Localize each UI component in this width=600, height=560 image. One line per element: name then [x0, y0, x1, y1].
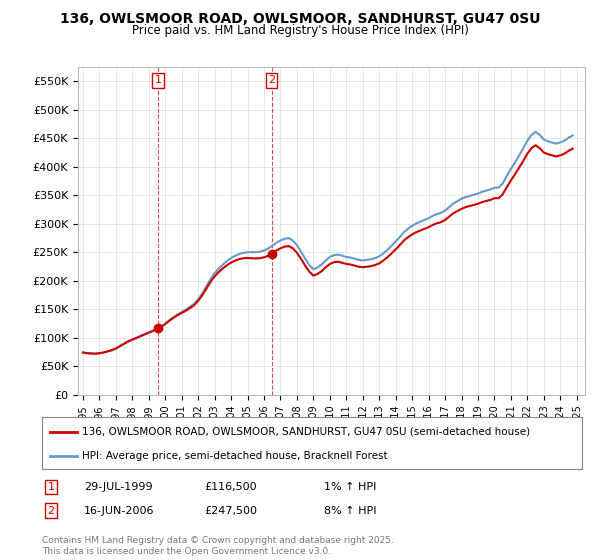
- Text: HPI: Average price, semi-detached house, Bracknell Forest: HPI: Average price, semi-detached house,…: [83, 451, 388, 461]
- Text: 8% ↑ HPI: 8% ↑ HPI: [324, 506, 377, 516]
- Text: 1: 1: [155, 76, 161, 85]
- Text: Contains HM Land Registry data © Crown copyright and database right 2025.
This d: Contains HM Land Registry data © Crown c…: [42, 536, 394, 556]
- Text: Price paid vs. HM Land Registry's House Price Index (HPI): Price paid vs. HM Land Registry's House …: [131, 24, 469, 36]
- Text: 2: 2: [268, 76, 275, 85]
- Text: £116,500: £116,500: [204, 482, 257, 492]
- Text: 2: 2: [47, 506, 55, 516]
- Text: 136, OWLSMOOR ROAD, OWLSMOOR, SANDHURST, GU47 0SU (semi-detached house): 136, OWLSMOOR ROAD, OWLSMOOR, SANDHURST,…: [83, 427, 530, 437]
- Text: £247,500: £247,500: [204, 506, 257, 516]
- Text: 16-JUN-2006: 16-JUN-2006: [84, 506, 155, 516]
- Text: 1: 1: [47, 482, 55, 492]
- Text: 136, OWLSMOOR ROAD, OWLSMOOR, SANDHURST, GU47 0SU: 136, OWLSMOOR ROAD, OWLSMOOR, SANDHURST,…: [60, 12, 540, 26]
- Text: 29-JUL-1999: 29-JUL-1999: [84, 482, 152, 492]
- Text: 1% ↑ HPI: 1% ↑ HPI: [324, 482, 376, 492]
